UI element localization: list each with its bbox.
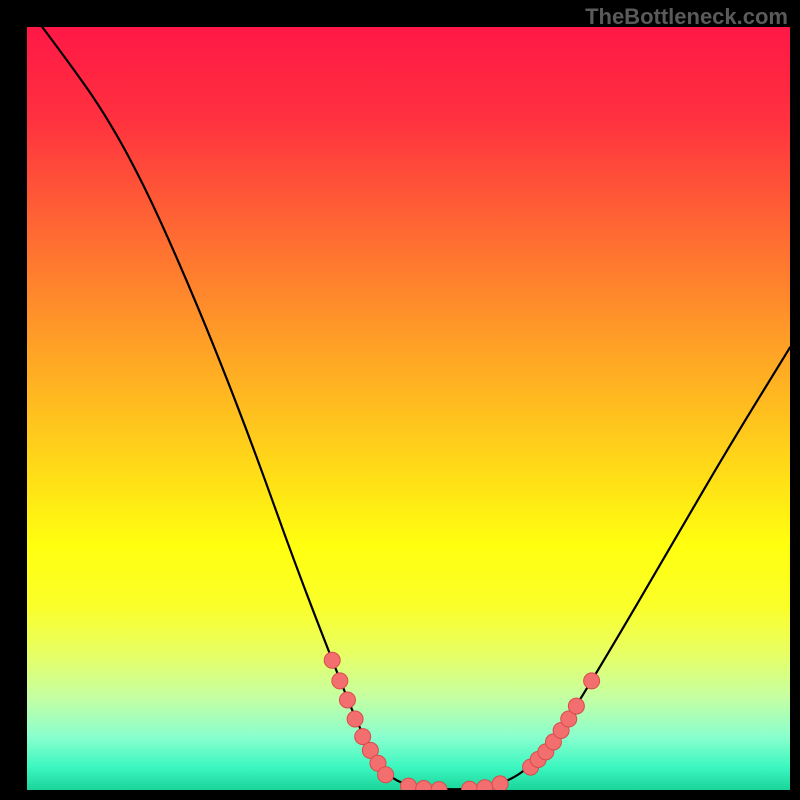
curve-marker: [431, 782, 447, 790]
curve-marker: [584, 673, 600, 689]
curve-marker: [477, 780, 493, 790]
curve-layer: [27, 27, 790, 790]
curve-marker: [339, 692, 355, 708]
border-bottom: [0, 790, 800, 800]
curve-marker: [332, 673, 348, 689]
watermark-text: TheBottleneck.com: [585, 4, 788, 30]
marker-group-right: [523, 673, 600, 775]
curve-marker: [462, 781, 478, 790]
border-left: [0, 0, 27, 800]
curve-marker: [324, 652, 340, 668]
curve-marker: [568, 698, 584, 714]
curve-marker: [416, 780, 432, 790]
curve-marker: [492, 776, 508, 790]
border-right: [790, 0, 800, 800]
curve-marker: [347, 711, 363, 727]
curve-marker: [378, 767, 394, 783]
marker-group-bottom: [401, 776, 509, 790]
curve-marker: [401, 778, 417, 790]
plot-area: [27, 27, 790, 790]
bottleneck-curve: [42, 27, 790, 789]
chart-container: TheBottleneck.com: [0, 0, 800, 800]
marker-group-left: [324, 652, 393, 782]
